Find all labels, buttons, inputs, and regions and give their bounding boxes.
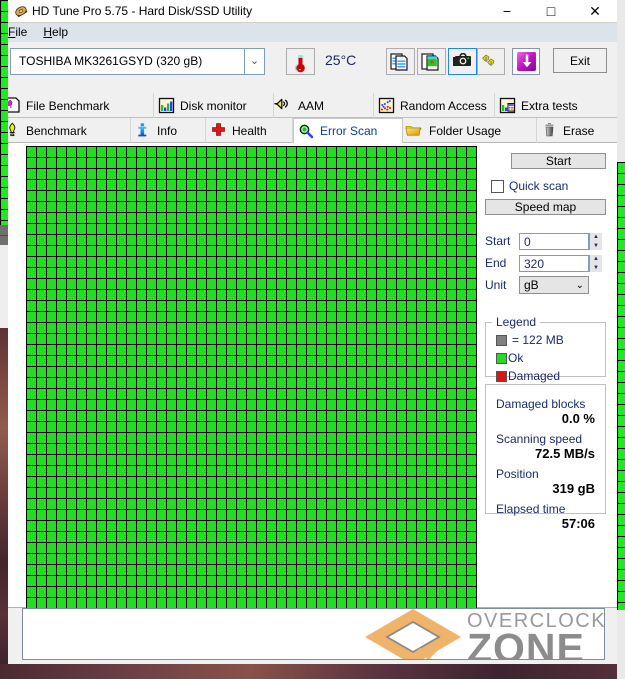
- svg-text:ZONE: ZONE: [467, 625, 585, 660]
